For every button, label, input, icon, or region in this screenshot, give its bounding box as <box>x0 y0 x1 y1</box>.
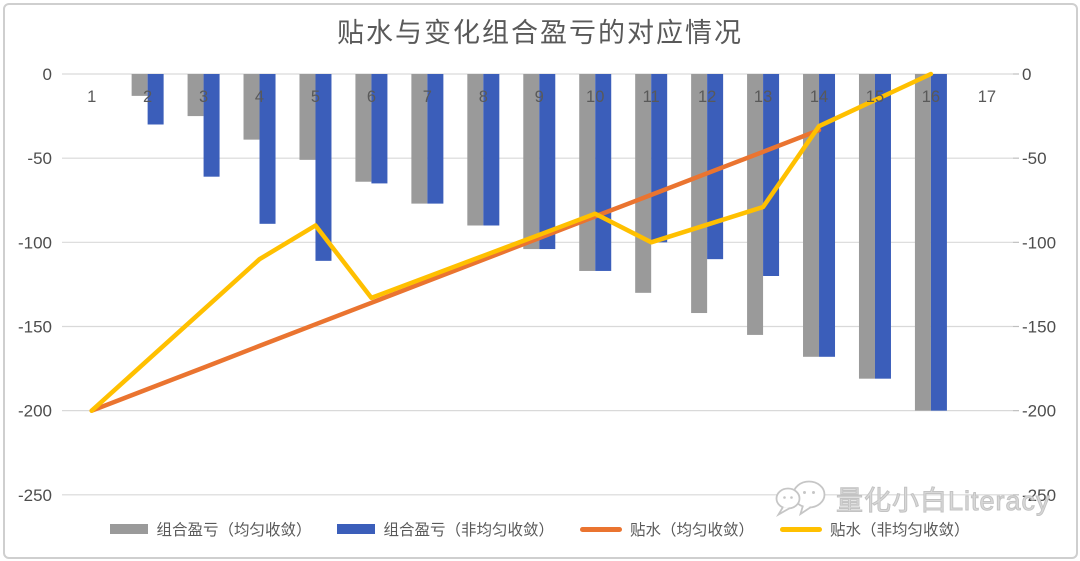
blue-bar <box>259 74 276 224</box>
blue-bar <box>819 74 836 357</box>
blue-bar <box>707 74 724 260</box>
gray-bar <box>355 74 372 182</box>
watermark-text: 量化小白Literacy <box>836 485 1051 516</box>
category-label: 12 <box>698 88 716 106</box>
gray-bar <box>411 74 428 204</box>
blue-bar <box>315 74 332 261</box>
y-axis-label-right: -250 <box>1022 486 1056 505</box>
gray-bar <box>691 74 708 314</box>
legend-label: 贴水（均匀收敛） <box>630 522 755 539</box>
category-label: 11 <box>643 88 660 106</box>
gray-bar <box>523 74 540 250</box>
category-label: 15 <box>866 88 884 106</box>
y-axis-label-right: -100 <box>1022 233 1056 252</box>
category-label: 14 <box>810 88 828 106</box>
gray-bar <box>914 74 931 411</box>
gray-bar <box>803 74 820 357</box>
category-label: 4 <box>255 88 264 106</box>
category-label: 9 <box>535 88 544 106</box>
gray-bar <box>299 74 316 160</box>
y-axis-label-left: -150 <box>18 317 52 336</box>
legend-label: 组合盈亏（非均匀收敛） <box>383 522 554 539</box>
category-label: 5 <box>311 88 320 106</box>
legend-label: 贴水（非均匀收敛） <box>830 522 970 539</box>
category-label: 7 <box>423 88 432 106</box>
chart-title: 贴水与变化组合盈亏的对应情况 <box>337 18 743 48</box>
blue-bar <box>539 74 556 250</box>
legend-label: 组合盈亏（均匀收敛） <box>156 522 312 539</box>
y-axis-label-right: 0 <box>1022 65 1031 84</box>
gray-bar <box>131 74 148 96</box>
watermark: 量化小白Literacy <box>774 477 1051 525</box>
gray-bar <box>187 74 204 117</box>
blue-bar <box>147 74 164 125</box>
y-axis-label-left: -250 <box>18 486 52 505</box>
category-label: 2 <box>143 88 152 106</box>
legend-item-basis-nonuniform: 贴水（非均匀收敛） <box>780 518 970 540</box>
yellow-line <box>89 71 934 413</box>
legend: 组合盈亏（均匀收敛） 组合盈亏（非均匀收敛） 贴水（均匀收敛） 贴水（非均匀收敛… <box>0 518 1080 540</box>
blue-bar <box>203 74 220 177</box>
category-label: 6 <box>367 88 376 106</box>
legend-swatch-yellow-line <box>780 526 823 532</box>
gray-bar <box>747 74 764 335</box>
category-label: 1 <box>87 88 96 106</box>
legend-swatch-blue-bar <box>337 524 376 534</box>
blue-bar <box>874 74 891 379</box>
gray-bar <box>635 74 652 293</box>
gray-bar <box>243 74 260 140</box>
blue-bar <box>763 74 780 276</box>
category-label: 10 <box>586 88 604 106</box>
blue-bar <box>930 74 947 411</box>
category-label: 3 <box>199 88 208 106</box>
gray-bar <box>467 74 484 226</box>
y-axis-label-left: -50 <box>27 149 52 168</box>
legend-item-portfolio-uniform: 组合盈亏（均匀收敛） <box>110 518 311 540</box>
legend-swatch-orange-line <box>580 526 622 532</box>
category-label: 13 <box>754 88 772 106</box>
legend-item-basis-uniform: 贴水（均匀收敛） <box>580 518 754 540</box>
y-axis-label-left: -100 <box>18 233 52 252</box>
gray-bar <box>858 74 875 379</box>
blue-bar <box>427 74 444 204</box>
blue-bar <box>483 74 500 226</box>
category-label: 16 <box>922 88 940 106</box>
y-axis-label-left: -200 <box>18 402 52 421</box>
category-label: 17 <box>978 88 996 106</box>
legend-swatch-gray-bar <box>110 524 149 534</box>
orange-line <box>89 127 822 413</box>
category-label: 8 <box>479 88 488 106</box>
blue-bar <box>651 74 668 243</box>
legend-item-portfolio-nonuniform: 组合盈亏（非均匀收敛） <box>337 518 554 540</box>
y-axis-label-right: -200 <box>1022 402 1056 421</box>
y-axis-label-right: -150 <box>1022 317 1056 336</box>
y-axis-label-left: 0 <box>43 65 52 84</box>
y-axis-label-right: -50 <box>1022 149 1047 168</box>
chat-bubbles-icon <box>775 480 826 517</box>
blue-bar <box>371 74 388 184</box>
